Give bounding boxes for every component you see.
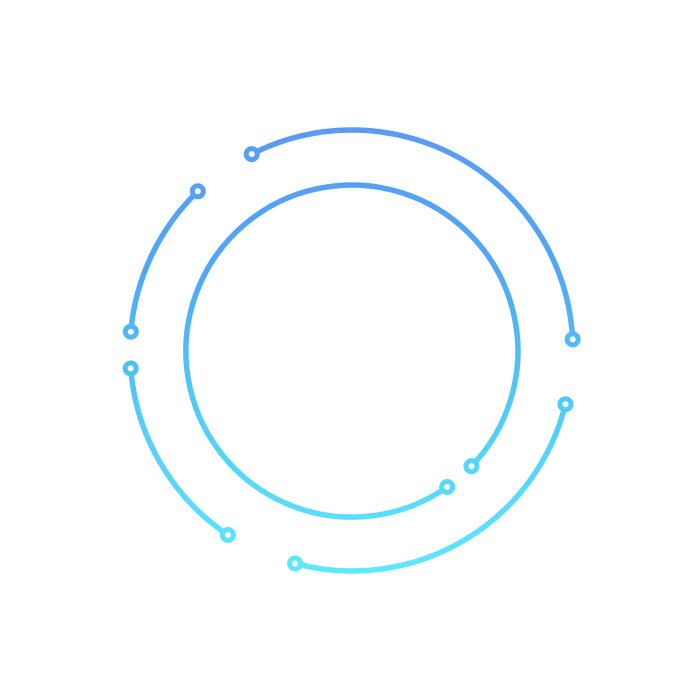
arc-outer-bottom-right <box>294 403 569 574</box>
endpoint-node-outer-top-end <box>564 331 581 348</box>
arc-outer-left <box>128 189 200 332</box>
endpoint-node-outer-bottom-right-end <box>287 555 304 572</box>
endpoint-node-outer-top-start <box>243 146 260 163</box>
arc-outer-bottom-left <box>127 368 230 538</box>
endpoint-node-outer-left-start <box>122 323 139 340</box>
endpoint-node-outer-bottom-right-start <box>557 396 574 413</box>
endpoint-node-outer-left-end <box>189 183 206 200</box>
endpoint-node-inner-circle-end <box>463 458 480 475</box>
endpoint-node-outer-bottom-left-start <box>219 527 236 543</box>
endpoint-node-outer-bottom-left-end <box>122 360 139 377</box>
arc-inner-circle <box>183 182 521 520</box>
endpoint-node-inner-circle-start <box>439 479 456 495</box>
arc-outer-top <box>250 127 576 340</box>
